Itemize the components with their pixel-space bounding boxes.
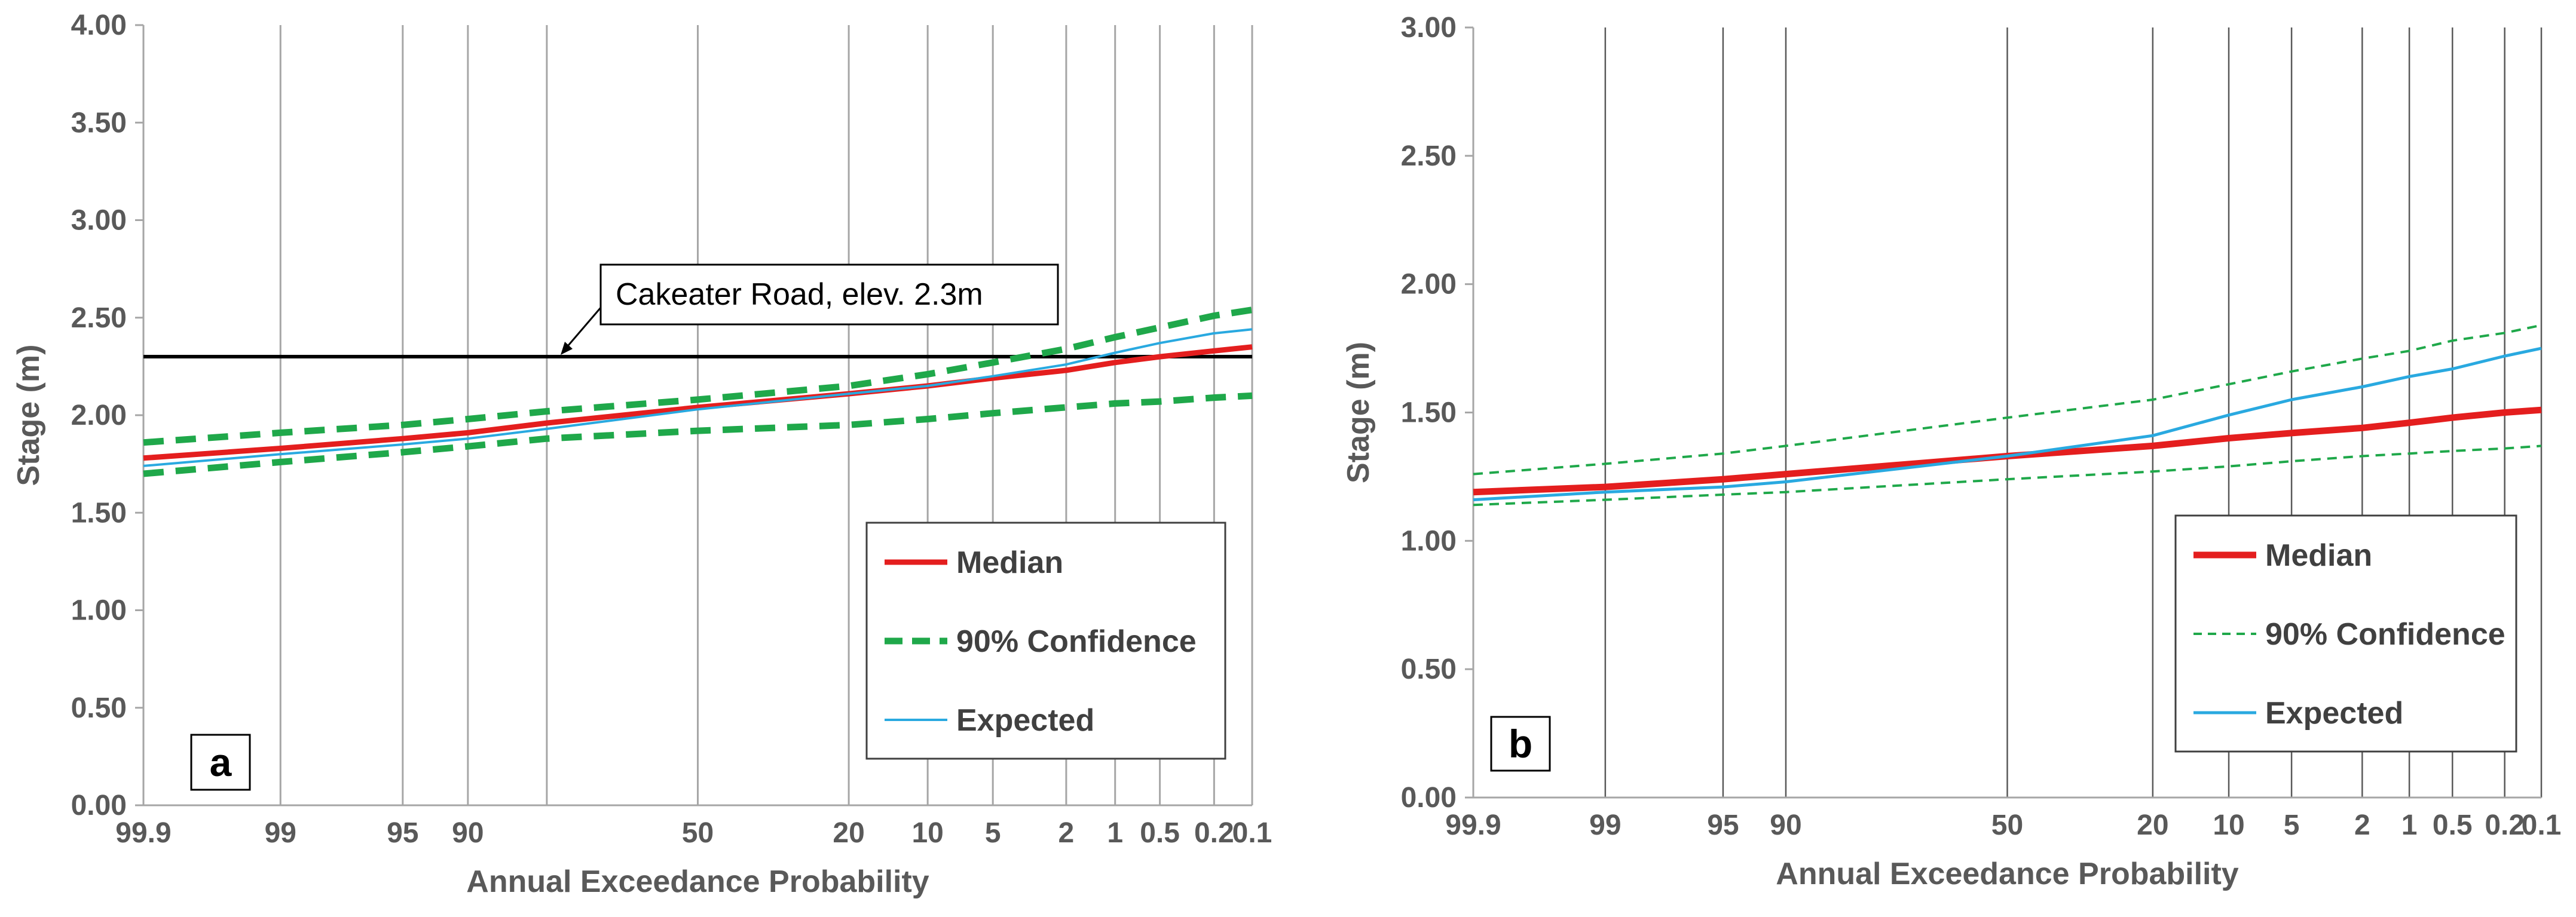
y-tick-label-2-00: 2.00 <box>1401 269 1457 300</box>
panel-b-label-box <box>1490 716 1551 772</box>
x-tick-label-90: 90 <box>1770 809 1801 841</box>
annotation-callout-box <box>599 263 1059 326</box>
panel-b-y-axis-title: Stage (m) <box>1341 342 1376 483</box>
panel-b-label: b <box>1509 722 1532 766</box>
x-tick-label-0-1: 0.1 <box>2522 809 2562 841</box>
series-line-90-confidence-lower <box>143 392 1253 477</box>
panel-a-legend: Median 90% Confidence Expected <box>865 522 1226 760</box>
x-tick-label-90: 90 <box>452 817 484 849</box>
x-tick-label-10: 10 <box>911 817 943 849</box>
x-tick-label-20: 20 <box>833 817 864 849</box>
x-tick-label-20: 20 <box>2137 809 2168 841</box>
x-tick-label-95: 95 <box>1707 809 1739 841</box>
legend-label-90-confidence: 90% Confidence <box>2265 617 2505 652</box>
y-tick-label-0-50: 0.50 <box>1401 654 1457 685</box>
x-tick-label-0-2: 0.2 <box>1194 817 1234 849</box>
x-tick-label-0-5: 0.5 <box>1140 817 1180 849</box>
legend-label-90-confidence: 90% Confidence <box>956 624 1197 659</box>
legend-label-median: Median <box>956 545 1063 580</box>
x-tick-label-99-9: 99.9 <box>115 817 171 849</box>
panel-a-x-axis-title: Annual Exceedance Probability <box>466 864 929 899</box>
x-tick-label-0-5: 0.5 <box>2433 809 2473 841</box>
x-tick-label-50: 50 <box>682 817 714 849</box>
y-tick-label-1-50: 1.50 <box>71 497 127 529</box>
legend-label-median: Median <box>2265 538 2372 573</box>
y-tick-label-1-00: 1.00 <box>1401 525 1457 557</box>
y-tick-label-3-50: 3.50 <box>71 107 127 139</box>
x-tick-label-1: 1 <box>1107 817 1123 849</box>
x-tick-label-95: 95 <box>387 817 418 849</box>
y-tick-label-3-00: 3.00 <box>71 205 127 237</box>
series-line-90-confidence-upper <box>1473 324 2542 476</box>
x-tick-label-1: 1 <box>2401 809 2418 841</box>
panel-b-legend: Median 90% Confidence Expected <box>2174 514 2517 753</box>
series-line-90-confidence-upper <box>143 306 1253 446</box>
y-tick-label-4-00: 4.00 <box>71 10 127 41</box>
x-tick-label-99: 99 <box>265 817 296 849</box>
legend-label-expected: Expected <box>2265 696 2403 731</box>
panel-a-label-box <box>190 734 251 791</box>
series-line-90-confidence-lower <box>1473 444 2542 507</box>
y-tick-label-0-50: 0.50 <box>71 692 127 724</box>
y-tick-label-1-00: 1.00 <box>71 595 127 627</box>
x-tick-label-2: 2 <box>2354 809 2370 841</box>
x-tick-label-0-1: 0.1 <box>1232 817 1272 849</box>
x-tick-label-5: 5 <box>985 817 1001 849</box>
y-tick-label-1-50: 1.50 <box>1401 397 1457 429</box>
y-tick-label-0-00: 0.00 <box>71 790 127 821</box>
x-tick-label-99-9: 99.9 <box>1445 809 1501 841</box>
x-tick-label-5: 5 <box>2284 809 2300 841</box>
x-tick-label-50: 50 <box>1991 809 2023 841</box>
x-tick-label-2: 2 <box>1058 817 1075 849</box>
x-tick-label-99: 99 <box>1589 809 1621 841</box>
annotation-arrowhead <box>561 342 573 355</box>
y-tick-label-0-00: 0.00 <box>1401 782 1457 814</box>
chart-panel-a: 0.00 0.50 1.00 1.50 2.00 2.50 3.00 3.50 4.00 99.9… <box>11 10 1272 899</box>
series-line-median <box>1473 406 2542 496</box>
panel-a-label: a <box>210 740 232 784</box>
y-tick-label-2-00: 2.00 <box>71 400 127 431</box>
series-line-expected <box>143 328 1253 467</box>
series-line-expected <box>1473 346 2542 502</box>
panel-a-y-axis-title: Stage (m) <box>11 345 46 486</box>
panel-b-x-axis-title: Annual Exceedance Probability <box>1776 857 2239 891</box>
y-tick-label-2-50: 2.50 <box>71 302 127 334</box>
annotation-leader-line <box>564 307 602 350</box>
x-tick-label-0-2: 0.2 <box>2485 809 2525 841</box>
legend-label-expected: Expected <box>956 703 1094 738</box>
y-tick-label-3-00: 3.00 <box>1401 12 1457 44</box>
annotation-callout-text: Cakeater Road, elev. 2.3m <box>616 277 983 312</box>
y-tick-label-2-50: 2.50 <box>1401 140 1457 172</box>
panel-a-vertical-gridlines <box>142 25 1253 805</box>
x-tick-label-10: 10 <box>2213 809 2244 841</box>
